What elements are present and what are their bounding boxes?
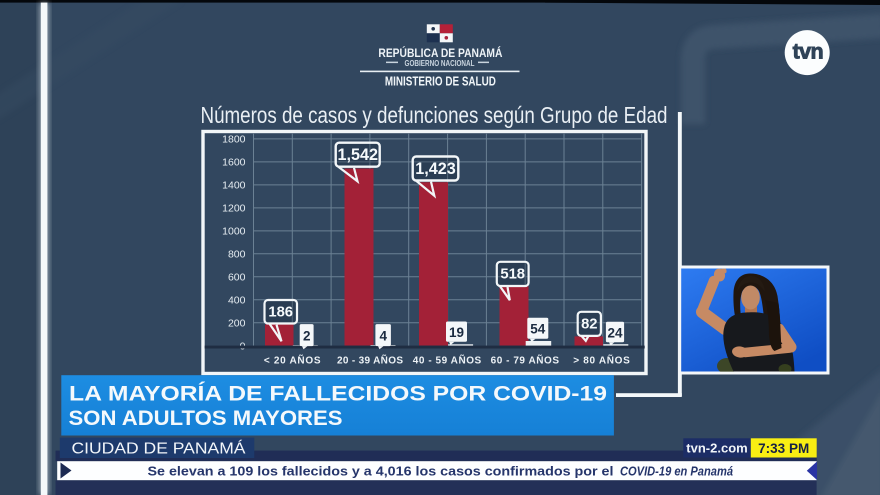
svg-text:60 - 79 AÑOS: 60 - 79 AÑOS	[491, 354, 560, 367]
svg-text:1600: 1600	[222, 157, 246, 169]
svg-text:SON ADULTOS MAYORES: SON ADULTOS MAYORES	[69, 406, 343, 430]
svg-text:186: 186	[268, 305, 293, 321]
svg-text:800: 800	[228, 248, 246, 260]
svg-text:600: 600	[228, 271, 246, 283]
svg-text:40 - 59 AÑOS: 40 - 59 AÑOS	[413, 354, 482, 367]
svg-text:Se elevan a 109 los fallecido: Se elevan a 109 los fallecidos y a 4,016…	[148, 463, 614, 478]
svg-text:1000: 1000	[222, 225, 246, 237]
svg-text:24: 24	[607, 326, 623, 341]
svg-text:1800: 1800	[222, 134, 246, 146]
svg-text:> 80 AÑOS: > 80 AÑOS	[573, 354, 630, 367]
svg-text:< 20 AÑOS: < 20 AÑOS	[264, 354, 321, 367]
svg-text:Números de casos y defunciones: Números de casos y defunciones según Gru…	[201, 102, 668, 128]
svg-text:MINISTERIO DE SALUD: MINISTERIO DE SALUD	[385, 74, 496, 89]
svg-text:1,423: 1,423	[415, 160, 456, 178]
svg-text:54: 54	[530, 322, 546, 337]
svg-text:GOBIERNO NACIONAL: GOBIERNO NACIONAL	[405, 59, 475, 68]
svg-text:2: 2	[303, 328, 311, 343]
svg-text:1400: 1400	[222, 180, 246, 192]
svg-text:REPÚBLICA DE PANAMÁ: REPÚBLICA DE PANAMÁ	[378, 47, 502, 60]
svg-text:4: 4	[379, 328, 387, 343]
svg-text:COVID-19 en Panamá: COVID-19 en Panamá	[620, 463, 733, 478]
svg-text:tvn: tvn	[793, 40, 823, 64]
svg-text:1,542: 1,542	[337, 146, 378, 164]
svg-text:1200: 1200	[222, 203, 246, 215]
svg-text:19: 19	[449, 325, 464, 340]
svg-text:tvn-2.com: tvn-2.com	[686, 441, 747, 456]
svg-text:7:33 PM: 7:33 PM	[758, 441, 809, 456]
svg-text:82: 82	[581, 317, 597, 333]
svg-text:LA MAYORÍA DE FALLECIDOS POR C: LA MAYORÍA DE FALLECIDOS POR COVID-19	[69, 381, 607, 406]
svg-text:518: 518	[500, 267, 525, 283]
svg-text:CIUDAD DE PANAMÁ: CIUDAD DE PANAMÁ	[72, 441, 247, 458]
svg-text:200: 200	[228, 317, 246, 329]
svg-text:400: 400	[228, 294, 246, 306]
svg-text:20 - 39 AÑOS: 20 - 39 AÑOS	[337, 354, 403, 367]
